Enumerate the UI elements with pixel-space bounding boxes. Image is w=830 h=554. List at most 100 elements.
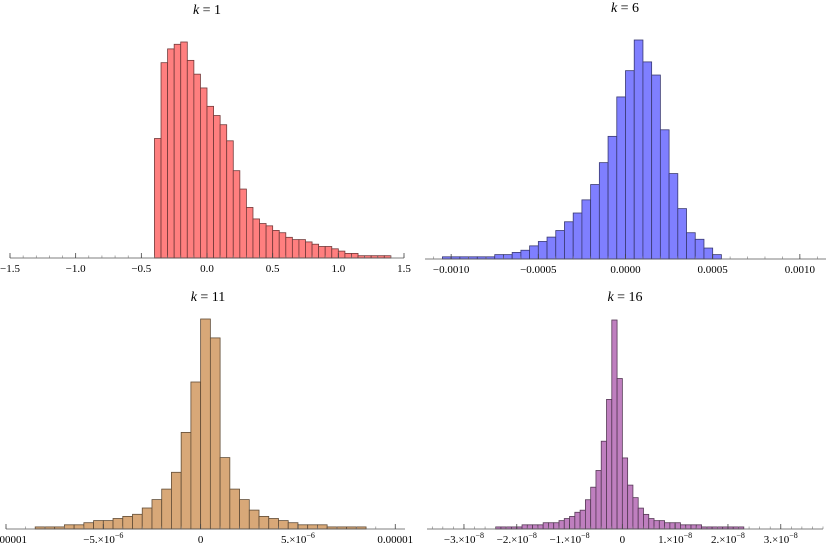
tick-label: 1.×10−8	[658, 531, 692, 546]
histogram-bar	[318, 246, 326, 259]
histogram-bar	[520, 249, 531, 260]
histogram-bar	[317, 524, 328, 530]
histogram-bar	[637, 507, 644, 530]
tick-label: 1.5	[397, 263, 411, 275]
histogram-bar	[259, 223, 267, 259]
histogram-bar	[651, 74, 661, 260]
tick-label: −2.×10−8	[497, 531, 537, 546]
tick-label: 3.×10−8	[764, 531, 798, 546]
minor-ticks	[431, 526, 824, 529]
tick-label: 0	[620, 534, 626, 546]
histogram-bar	[537, 241, 548, 260]
histogram-bar	[600, 440, 607, 530]
tick-labels: −0.0010 −0.0005 0.0000 0.0005 0.0010	[433, 254, 815, 276]
histogram-bar	[606, 399, 613, 530]
histogram-bar	[252, 218, 260, 259]
tick-label: 0.0	[200, 263, 214, 275]
histogram-bar	[529, 245, 539, 260]
histogram-bar	[102, 520, 114, 530]
histogram-bar	[532, 524, 539, 530]
histogram-bar	[268, 518, 279, 530]
histogram-bar	[598, 162, 609, 260]
tick-label: −0.0005	[520, 264, 557, 276]
histogram-bar	[258, 515, 270, 530]
histogram-bar	[595, 470, 602, 530]
histogram-bar	[590, 184, 600, 260]
histogram-bar	[668, 173, 679, 260]
histogram-bar	[161, 488, 172, 530]
tick-label: −0.0010	[433, 264, 470, 276]
tick-label: −0.00001	[0, 534, 27, 546]
histogram-bar	[503, 254, 513, 260]
histogram-bar	[265, 225, 274, 259]
histogram-bar	[278, 232, 287, 259]
panel-k6: k = 6 −0.0010 −0.0005 0.0000 0.0005 0.0010	[415, 0, 830, 282]
histogram-bar	[305, 241, 313, 259]
histogram-bar	[579, 509, 586, 530]
histogram-bar	[674, 522, 681, 530]
histogram-bar	[272, 230, 280, 259]
histogram-bar	[632, 497, 639, 530]
panel-k1: k = 1 −1.5 −1.0 −0.5 0.0 0.5 1.0 1.5	[0, 0, 415, 282]
panel-k11: k = 11 −0.00001 −5.×10−6 0 5.×10−6 0.00001	[0, 282, 415, 554]
bars	[154, 41, 392, 259]
histogram-bar	[63, 524, 75, 530]
histogram-bar	[569, 516, 576, 530]
histogram-bar	[553, 522, 560, 530]
histogram-bar	[73, 524, 85, 530]
histogram-bar	[324, 246, 333, 259]
histogram-bar	[621, 457, 629, 530]
histogram-k6: k = 6 −0.0010 −0.0005 0.0000 0.0005 0.0010	[425, 1, 826, 276]
histogram-bar	[154, 138, 162, 259]
tick-label: 0.0000	[610, 264, 641, 276]
tick-label: 0.5	[266, 263, 280, 275]
histogram-bar	[344, 252, 352, 259]
histogram-bar	[607, 135, 618, 260]
histogram-bar	[160, 62, 168, 259]
histogram-bar	[171, 471, 182, 530]
histogram-bar	[206, 105, 214, 259]
histogram-bar	[226, 140, 234, 259]
histogram-bar	[213, 115, 221, 259]
histogram-bar	[521, 524, 528, 530]
histogram-bar	[653, 520, 660, 530]
tick-label: −1.0	[66, 263, 86, 275]
histogram-bar	[311, 243, 320, 259]
histogram-bar	[563, 518, 570, 530]
tick-label: 5.×10−6	[281, 531, 315, 546]
histogram-bar	[526, 524, 533, 530]
histogram-bar	[572, 212, 583, 260]
histogram-bar	[83, 522, 94, 530]
histogram-bar	[167, 48, 175, 259]
panel-title: k = 11	[191, 290, 226, 305]
tick-label: 0	[198, 534, 204, 546]
histogram-bar	[548, 522, 555, 530]
histogram-bar	[219, 457, 231, 530]
histogram-bar	[659, 129, 670, 260]
bars	[442, 39, 722, 260]
histogram-bar	[291, 239, 300, 259]
histogram-bar	[511, 252, 522, 260]
histogram-bar	[642, 61, 653, 260]
histogram-bar	[200, 87, 208, 259]
histogram-k11: k = 11 −0.00001 −5.×10−6 0 5.×10−6 0.00001	[0, 290, 413, 546]
tick-label: 0.0005	[698, 264, 729, 276]
tick-label: −1.5	[0, 263, 20, 275]
histogram-bar	[190, 381, 202, 530]
histogram-bar	[546, 236, 557, 260]
histogram-bar	[209, 337, 221, 530]
tick-labels: −1.5 −1.0 −0.5 0.0 0.5 1.0 1.5	[0, 253, 411, 275]
histogram-bar	[685, 524, 692, 530]
histogram-bar	[590, 486, 597, 530]
histogram-bar	[669, 522, 676, 530]
histogram-bar	[245, 207, 254, 259]
tick-labels: −3.×10−8 −2.×10−8 −1.×10−8 0 1.×10−8 2.×10−8 3…	[444, 524, 798, 546]
histogram-bar	[658, 520, 666, 530]
histogram-bar	[581, 199, 592, 260]
histogram-bar	[695, 524, 702, 530]
tick-labels: −0.00001 −5.×10−6 0 5.×10−6 0.00001	[0, 524, 413, 546]
histogram-bar	[558, 520, 565, 530]
histogram-bar	[193, 73, 201, 259]
histogram-bar	[229, 488, 240, 530]
histogram-bar	[180, 41, 188, 259]
